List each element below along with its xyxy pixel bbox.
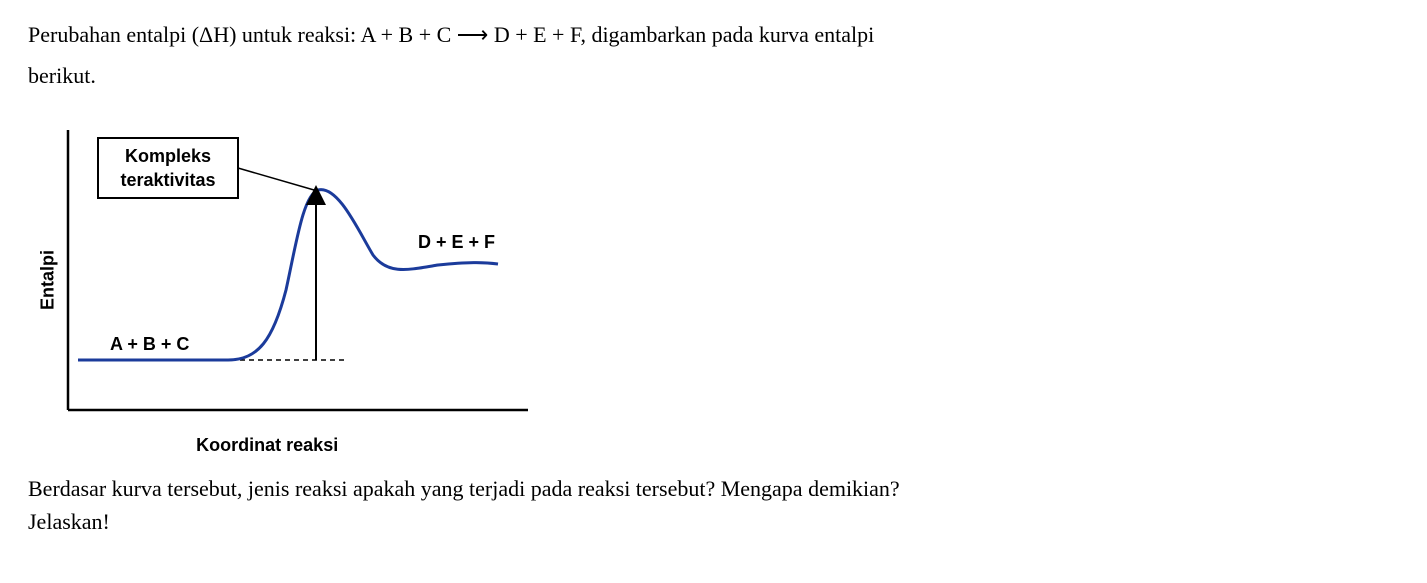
y-axis-label: Entalpi	[38, 250, 59, 310]
product-label: D + E + F	[418, 232, 495, 252]
enthalpy-chart: Kompleks teraktivitas A + B + C D + E + …	[28, 110, 548, 450]
followup-line-2: Jelaskan!	[28, 505, 1399, 538]
question-line-1: Perubahan entalpi (ΔH) untuk reaksi: A +…	[28, 18, 1399, 51]
complex-label-line-1: Kompleks	[125, 146, 211, 166]
x-axis-label: Koordinat reaksi	[196, 435, 338, 456]
question-line-2: berikut.	[28, 59, 1399, 92]
followup-line-1: Berdasar kurva tersebut, jenis reaksi ap…	[28, 472, 1399, 505]
complex-label-line-2: teraktivitas	[120, 170, 215, 190]
reactant-label: A + B + C	[110, 334, 189, 354]
complex-leader-line	[238, 168, 314, 190]
chart-svg: Kompleks teraktivitas A + B + C D + E + …	[28, 110, 548, 450]
